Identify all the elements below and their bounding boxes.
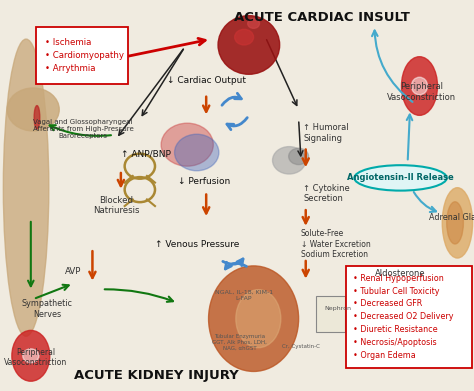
Ellipse shape: [354, 165, 447, 190]
Text: Blocked
Natriuresis: Blocked Natriuresis: [93, 196, 139, 215]
Text: ↓ Perfusion: ↓ Perfusion: [178, 177, 230, 187]
Circle shape: [289, 148, 309, 165]
Text: Aldosterone: Aldosterone: [375, 269, 426, 278]
Ellipse shape: [236, 290, 281, 348]
Text: Tubular Enzymuria
GGT, Alk Phos, LDH,
NAG, αhGST: Tubular Enzymuria GGT, Alk Phos, LDH, NA…: [212, 334, 267, 350]
Text: ↑ Cytokine
Secretion: ↑ Cytokine Secretion: [303, 184, 350, 203]
FancyBboxPatch shape: [316, 296, 345, 332]
Text: Cr, Cystatin-C: Cr, Cystatin-C: [282, 344, 320, 348]
Text: Peripheral
Vasoconstriction: Peripheral Vasoconstriction: [387, 82, 456, 102]
Text: AVP: AVP: [65, 267, 82, 276]
Ellipse shape: [247, 18, 259, 28]
Ellipse shape: [401, 57, 438, 115]
Text: Peripheral
Vasoconstriction: Peripheral Vasoconstriction: [4, 348, 67, 368]
Ellipse shape: [209, 266, 299, 371]
Ellipse shape: [411, 77, 428, 95]
Text: ACUTE KIDNEY INJURY: ACUTE KIDNEY INJURY: [74, 369, 239, 382]
Text: ↑ Humoral
Signaling: ↑ Humoral Signaling: [303, 123, 349, 143]
Text: Sympathetic
Nerves: Sympathetic Nerves: [22, 299, 73, 319]
Text: • Renal Hypoperfusion
• Tubular Cell Toxicity
• Decreased GFR
• Decreased O2 Del: • Renal Hypoperfusion • Tubular Cell Tox…: [353, 274, 454, 360]
FancyBboxPatch shape: [346, 266, 472, 368]
Ellipse shape: [447, 202, 464, 244]
Ellipse shape: [23, 349, 39, 363]
Circle shape: [161, 123, 213, 166]
Text: ↓ Cardiac Output: ↓ Cardiac Output: [167, 75, 246, 85]
Ellipse shape: [442, 188, 473, 258]
Text: NGAL, IL-18, KIM-1
L-FAP: NGAL, IL-18, KIM-1 L-FAP: [215, 290, 273, 301]
FancyBboxPatch shape: [36, 27, 128, 84]
Ellipse shape: [12, 330, 50, 381]
Ellipse shape: [235, 29, 254, 45]
Circle shape: [174, 134, 219, 171]
Text: Adrenal Gland: Adrenal Gland: [429, 212, 474, 222]
Ellipse shape: [3, 39, 49, 336]
Circle shape: [273, 147, 306, 174]
Text: Solute-Free
↓ Water Excretion
Sodium Excretion: Solute-Free ↓ Water Excretion Sodium Exc…: [301, 230, 371, 259]
Ellipse shape: [218, 16, 280, 74]
Circle shape: [7, 88, 59, 131]
Text: Nephron: Nephron: [325, 307, 352, 311]
Text: Angiotensin-II Release: Angiotensin-II Release: [347, 173, 454, 183]
Text: Vagal and Glossopharyngeal
Afferents from High-Pressure
Baroreceptors: Vagal and Glossopharyngeal Afferents fro…: [33, 119, 133, 139]
Text: ↑ ANP/BNP: ↑ ANP/BNP: [121, 150, 171, 159]
Ellipse shape: [34, 106, 40, 129]
Text: ↑ Venous Pressure: ↑ Venous Pressure: [155, 240, 239, 249]
Text: • Ischemia
• Cardiomyopathy
• Arrythmia: • Ischemia • Cardiomyopathy • Arrythmia: [45, 38, 124, 74]
Text: ACUTE CARDIAC INSULT: ACUTE CARDIAC INSULT: [234, 11, 410, 24]
